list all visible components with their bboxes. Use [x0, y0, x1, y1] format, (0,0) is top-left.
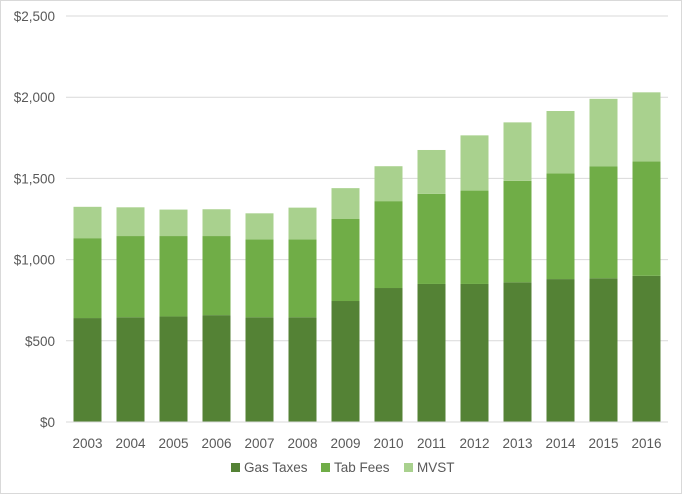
- bar-gas-taxes: [245, 317, 274, 422]
- legend-label: MVST: [417, 460, 455, 475]
- x-tick-label: 2004: [115, 436, 146, 451]
- bar-mvst: [632, 92, 661, 162]
- x-tick-label: 2012: [459, 436, 489, 451]
- bar-gas-taxes: [331, 301, 360, 422]
- bar-tab-fees: [245, 239, 274, 318]
- bar-mvst: [589, 98, 618, 167]
- bar-mvst: [546, 111, 575, 174]
- y-tick-label: $2,000: [14, 90, 55, 105]
- x-tick-label: 2010: [373, 436, 403, 451]
- bar-mvst: [374, 166, 403, 202]
- x-tick-label: 2014: [545, 436, 576, 451]
- bar-tab-fees: [116, 236, 145, 318]
- legend-swatch-mvst: [404, 463, 413, 472]
- x-tick-label: 2011: [417, 436, 446, 451]
- y-tick-label: $2,500: [14, 9, 55, 24]
- bar-gas-taxes: [417, 283, 446, 422]
- bar-tab-fees: [589, 166, 618, 279]
- bar-tab-fees: [546, 173, 575, 280]
- bar-gas-taxes: [546, 279, 575, 422]
- bar-gas-taxes: [73, 318, 102, 422]
- bar-mvst: [202, 209, 231, 237]
- bar-tab-fees: [632, 161, 661, 276]
- bar-tab-fees: [460, 190, 489, 284]
- bar-gas-taxes: [460, 283, 489, 422]
- legend-swatch-tab-fees: [321, 463, 330, 472]
- bars: [73, 92, 661, 422]
- legend: Gas Taxes Tab Fees MVST: [231, 460, 455, 475]
- bar-mvst: [503, 122, 532, 181]
- x-tick-label: 2016: [631, 436, 661, 451]
- bar-gas-taxes: [632, 275, 661, 422]
- x-tick-label: 2013: [502, 436, 532, 451]
- bar-gas-taxes: [503, 282, 532, 422]
- bar-tab-fees: [288, 239, 317, 318]
- bar-gas-taxes: [374, 288, 403, 422]
- bar-mvst: [288, 207, 317, 240]
- bar-gas-taxes: [116, 317, 145, 422]
- bar-tab-fees: [503, 180, 532, 283]
- bar-tab-fees: [73, 238, 102, 319]
- bar-mvst: [417, 149, 446, 194]
- bar-tab-fees: [159, 236, 188, 317]
- bar-mvst: [460, 135, 489, 191]
- x-tick-label: 2006: [201, 436, 231, 451]
- x-tick-label: 2003: [72, 436, 102, 451]
- x-tick-label: 2008: [287, 436, 317, 451]
- x-tick-label: 2015: [588, 436, 618, 451]
- bar-mvst: [245, 213, 274, 240]
- legend-label: Tab Fees: [334, 460, 390, 475]
- legend-label: Gas Taxes: [244, 460, 308, 475]
- bar-tab-fees: [374, 201, 403, 289]
- y-tick-label: $0: [40, 415, 55, 430]
- bar-mvst: [159, 209, 188, 237]
- bar-gas-taxes: [288, 317, 317, 422]
- x-tick-label: 2007: [244, 436, 274, 451]
- bar-tab-fees: [331, 219, 360, 302]
- gridlines: [66, 15, 668, 342]
- y-axis-tick-labels: $0 $500 $1,000 $1,500 $2,000 $2,500: [14, 9, 55, 430]
- y-tick-label: $500: [25, 334, 55, 349]
- y-tick-label: $1,500: [14, 171, 55, 186]
- bar-tab-fees: [417, 193, 446, 284]
- bar-gas-taxes: [589, 278, 618, 422]
- bar-gas-taxes: [202, 315, 231, 422]
- bar-mvst: [331, 188, 360, 219]
- legend-swatch-gas-taxes: [231, 463, 240, 472]
- bar-gas-taxes: [159, 316, 188, 422]
- x-tick-label: 2005: [158, 436, 188, 451]
- bar-tab-fees: [202, 236, 231, 316]
- x-tick-label: 2009: [330, 436, 360, 451]
- x-axis-tick-labels: 2003 2004 2005 2006 2007 2008 2009 2010 2011 2012…: [72, 436, 661, 451]
- y-tick-label: $1,000: [14, 253, 55, 268]
- bar-mvst: [73, 206, 102, 239]
- bar-mvst: [116, 207, 145, 237]
